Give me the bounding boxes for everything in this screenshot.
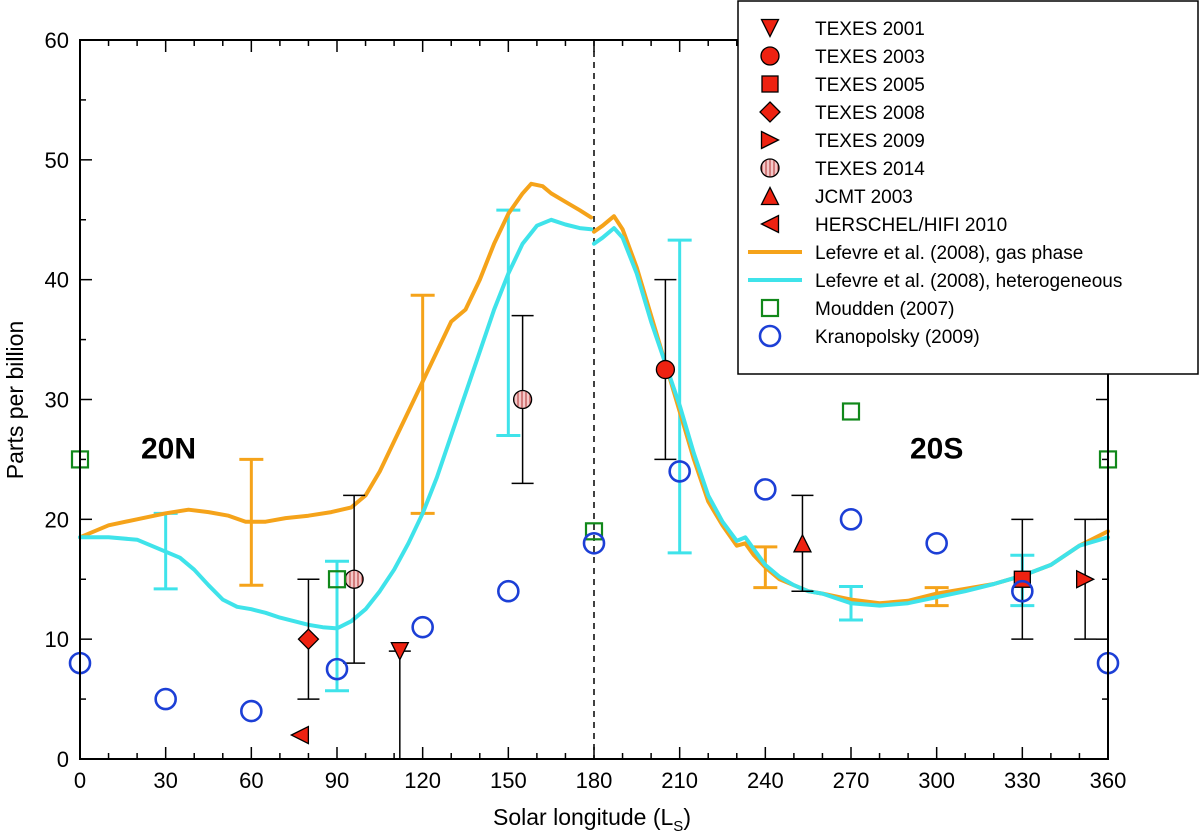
legend-label: TEXES 2008 bbox=[815, 103, 925, 124]
legend-item-herschel-hifi-2010: HERSCHEL/HIFI 2010 bbox=[760, 214, 1007, 236]
point-texes-2003 bbox=[655, 359, 676, 380]
line-lefevre-et-al-2008-heterogeneous bbox=[592, 226, 1110, 608]
legend-label: TEXES 2005 bbox=[815, 75, 925, 96]
legend-swatch bbox=[760, 46, 780, 66]
point-kranopolsky-2009 bbox=[839, 508, 863, 531]
tick-labels: 0 30 60 90 120 150 180 210 240 270 300 330 360 0 10 20 3… bbox=[45, 28, 1127, 793]
legend-swatch bbox=[760, 130, 780, 150]
point-texes-2001 bbox=[390, 642, 410, 662]
x-axis-label: Solar longitude (LS) bbox=[493, 804, 691, 835]
y-tick-label: 50 bbox=[45, 148, 69, 173]
point-texes-2014 bbox=[512, 389, 533, 410]
observation-points bbox=[68, 359, 1120, 745]
point-kranopolsky-2009 bbox=[154, 687, 177, 711]
legend-label: Kranopolsky (2009) bbox=[815, 327, 980, 348]
legend-box bbox=[737, 0, 1199, 375]
legend: TEXES 2001 TEXES 2003 TEXES 2005 TEXES 2008… bbox=[737, 0, 1199, 375]
legend-swatch bbox=[760, 186, 780, 206]
legend-label: HERSCHEL/HIFI 2010 bbox=[815, 215, 1007, 236]
region-label: 20N bbox=[141, 432, 196, 465]
legend-item-moudden-2007: Moudden (2007) bbox=[760, 298, 954, 320]
point-jcmt-2003 bbox=[792, 533, 813, 553]
point-moudden-2007 bbox=[841, 402, 861, 421]
point-texes-2009 bbox=[1076, 569, 1096, 589]
x-tick-label: 300 bbox=[918, 768, 955, 793]
legend-swatch bbox=[759, 101, 781, 123]
x-tick-label: 210 bbox=[661, 768, 698, 793]
x-tick-label: 240 bbox=[747, 768, 784, 793]
legend-item-texes-2003: TEXES 2003 bbox=[760, 46, 925, 68]
legend-label: Lefevre et al. (2008), heterogeneous bbox=[815, 271, 1122, 292]
x-tick-label: 360 bbox=[1090, 768, 1127, 793]
x-tick-label: 60 bbox=[239, 768, 263, 793]
x-tick-label: 270 bbox=[833, 768, 870, 793]
point-moudden-2007 bbox=[327, 570, 347, 589]
model-errorbar-gas_phase bbox=[410, 293, 435, 515]
legend-item-lefevre-et-al-2008-heterogeneous: Lefevre et al. (2008), heterogeneous bbox=[748, 271, 1122, 292]
legend-item-texes-2005: TEXES 2005 bbox=[761, 75, 925, 96]
region-labels: 20N 20S bbox=[141, 432, 963, 465]
x-tick-label: 30 bbox=[153, 768, 177, 793]
model-errorbar-heterogeneous bbox=[667, 238, 692, 555]
legend-swatch bbox=[760, 298, 780, 318]
region-label: 20S bbox=[910, 432, 963, 465]
point-texes-2005 bbox=[1013, 570, 1031, 588]
model-lines bbox=[78, 181, 1110, 631]
y-tick-label: 30 bbox=[45, 388, 69, 413]
y-tick-label: 0 bbox=[57, 747, 69, 772]
x-tick-label: 150 bbox=[490, 768, 527, 793]
point-kranopolsky-2009 bbox=[582, 531, 606, 555]
point-kranopolsky-2009 bbox=[411, 615, 434, 639]
model-errorbar-heterogeneous bbox=[496, 208, 521, 437]
legend-label: TEXES 2001 bbox=[815, 19, 925, 40]
legend-swatch bbox=[761, 75, 779, 93]
legend-label: TEXES 2003 bbox=[815, 47, 925, 68]
point-texes-2008 bbox=[297, 628, 320, 651]
y-tick-label: 10 bbox=[45, 627, 69, 652]
y-axis-label: Parts per billion bbox=[2, 321, 28, 480]
legend-item-texes-2008: TEXES 2008 bbox=[759, 101, 925, 124]
legend-swatch bbox=[758, 324, 782, 348]
x-tick-label: 120 bbox=[404, 768, 441, 793]
x-tick-label: 0 bbox=[74, 768, 86, 793]
point-kranopolsky-2009 bbox=[754, 478, 777, 501]
legend-label: TEXES 2014 bbox=[815, 159, 925, 180]
y-tick-label: 20 bbox=[45, 507, 69, 532]
errorbar-texes-2001 bbox=[388, 650, 411, 759]
x-tick-label: 330 bbox=[1004, 768, 1041, 793]
x-tick-label: 180 bbox=[576, 768, 613, 793]
point-kranopolsky-2009 bbox=[240, 699, 263, 723]
point-moudden-2007 bbox=[584, 522, 604, 541]
legend-label: TEXES 2009 bbox=[815, 131, 925, 152]
point-kranopolsky-2009 bbox=[1011, 579, 1034, 603]
point-herschel-hifi-2010 bbox=[289, 725, 310, 745]
legend-item-lefevre-et-al-2008-gas-phase: Lefevre et al. (2008), gas phase bbox=[748, 243, 1083, 264]
point-kranopolsky-2009 bbox=[925, 531, 948, 555]
legend-item-texes-2009: TEXES 2009 bbox=[760, 130, 925, 152]
legend-item-texes-2001: TEXES 2001 bbox=[760, 18, 925, 40]
line-lefevre-et-al-2008-gas-phase bbox=[78, 181, 594, 540]
y-tick-label: 40 bbox=[45, 268, 69, 293]
legend-item-texes-2014: TEXES 2014 bbox=[760, 158, 925, 180]
legend-label: JCMT 2003 bbox=[815, 187, 913, 208]
x-tick-label: 90 bbox=[325, 768, 349, 793]
plot-frame bbox=[79, 39, 1109, 760]
point-kranopolsky-2009 bbox=[497, 579, 520, 603]
legend-swatch bbox=[760, 214, 780, 234]
point-kranopolsky-2009 bbox=[668, 460, 691, 483]
legend-swatch bbox=[760, 158, 780, 178]
legend-label: Lefevre et al. (2008), gas phase bbox=[815, 243, 1083, 264]
point-kranopolsky-2009 bbox=[325, 657, 349, 681]
legend-label: Moudden (2007) bbox=[815, 299, 954, 320]
legend-swatch bbox=[760, 18, 780, 38]
y-tick-label: 60 bbox=[45, 28, 69, 53]
line-lefevre-et-al-2008-heterogeneous bbox=[78, 217, 594, 631]
model-errorbar-heterogeneous bbox=[325, 559, 349, 693]
legend-item-jcmt-2003: JCMT 2003 bbox=[760, 186, 913, 208]
legend-item-kranopolsky-2009: Kranopolsky (2009) bbox=[758, 324, 980, 348]
point-texes-2014 bbox=[344, 569, 364, 589]
